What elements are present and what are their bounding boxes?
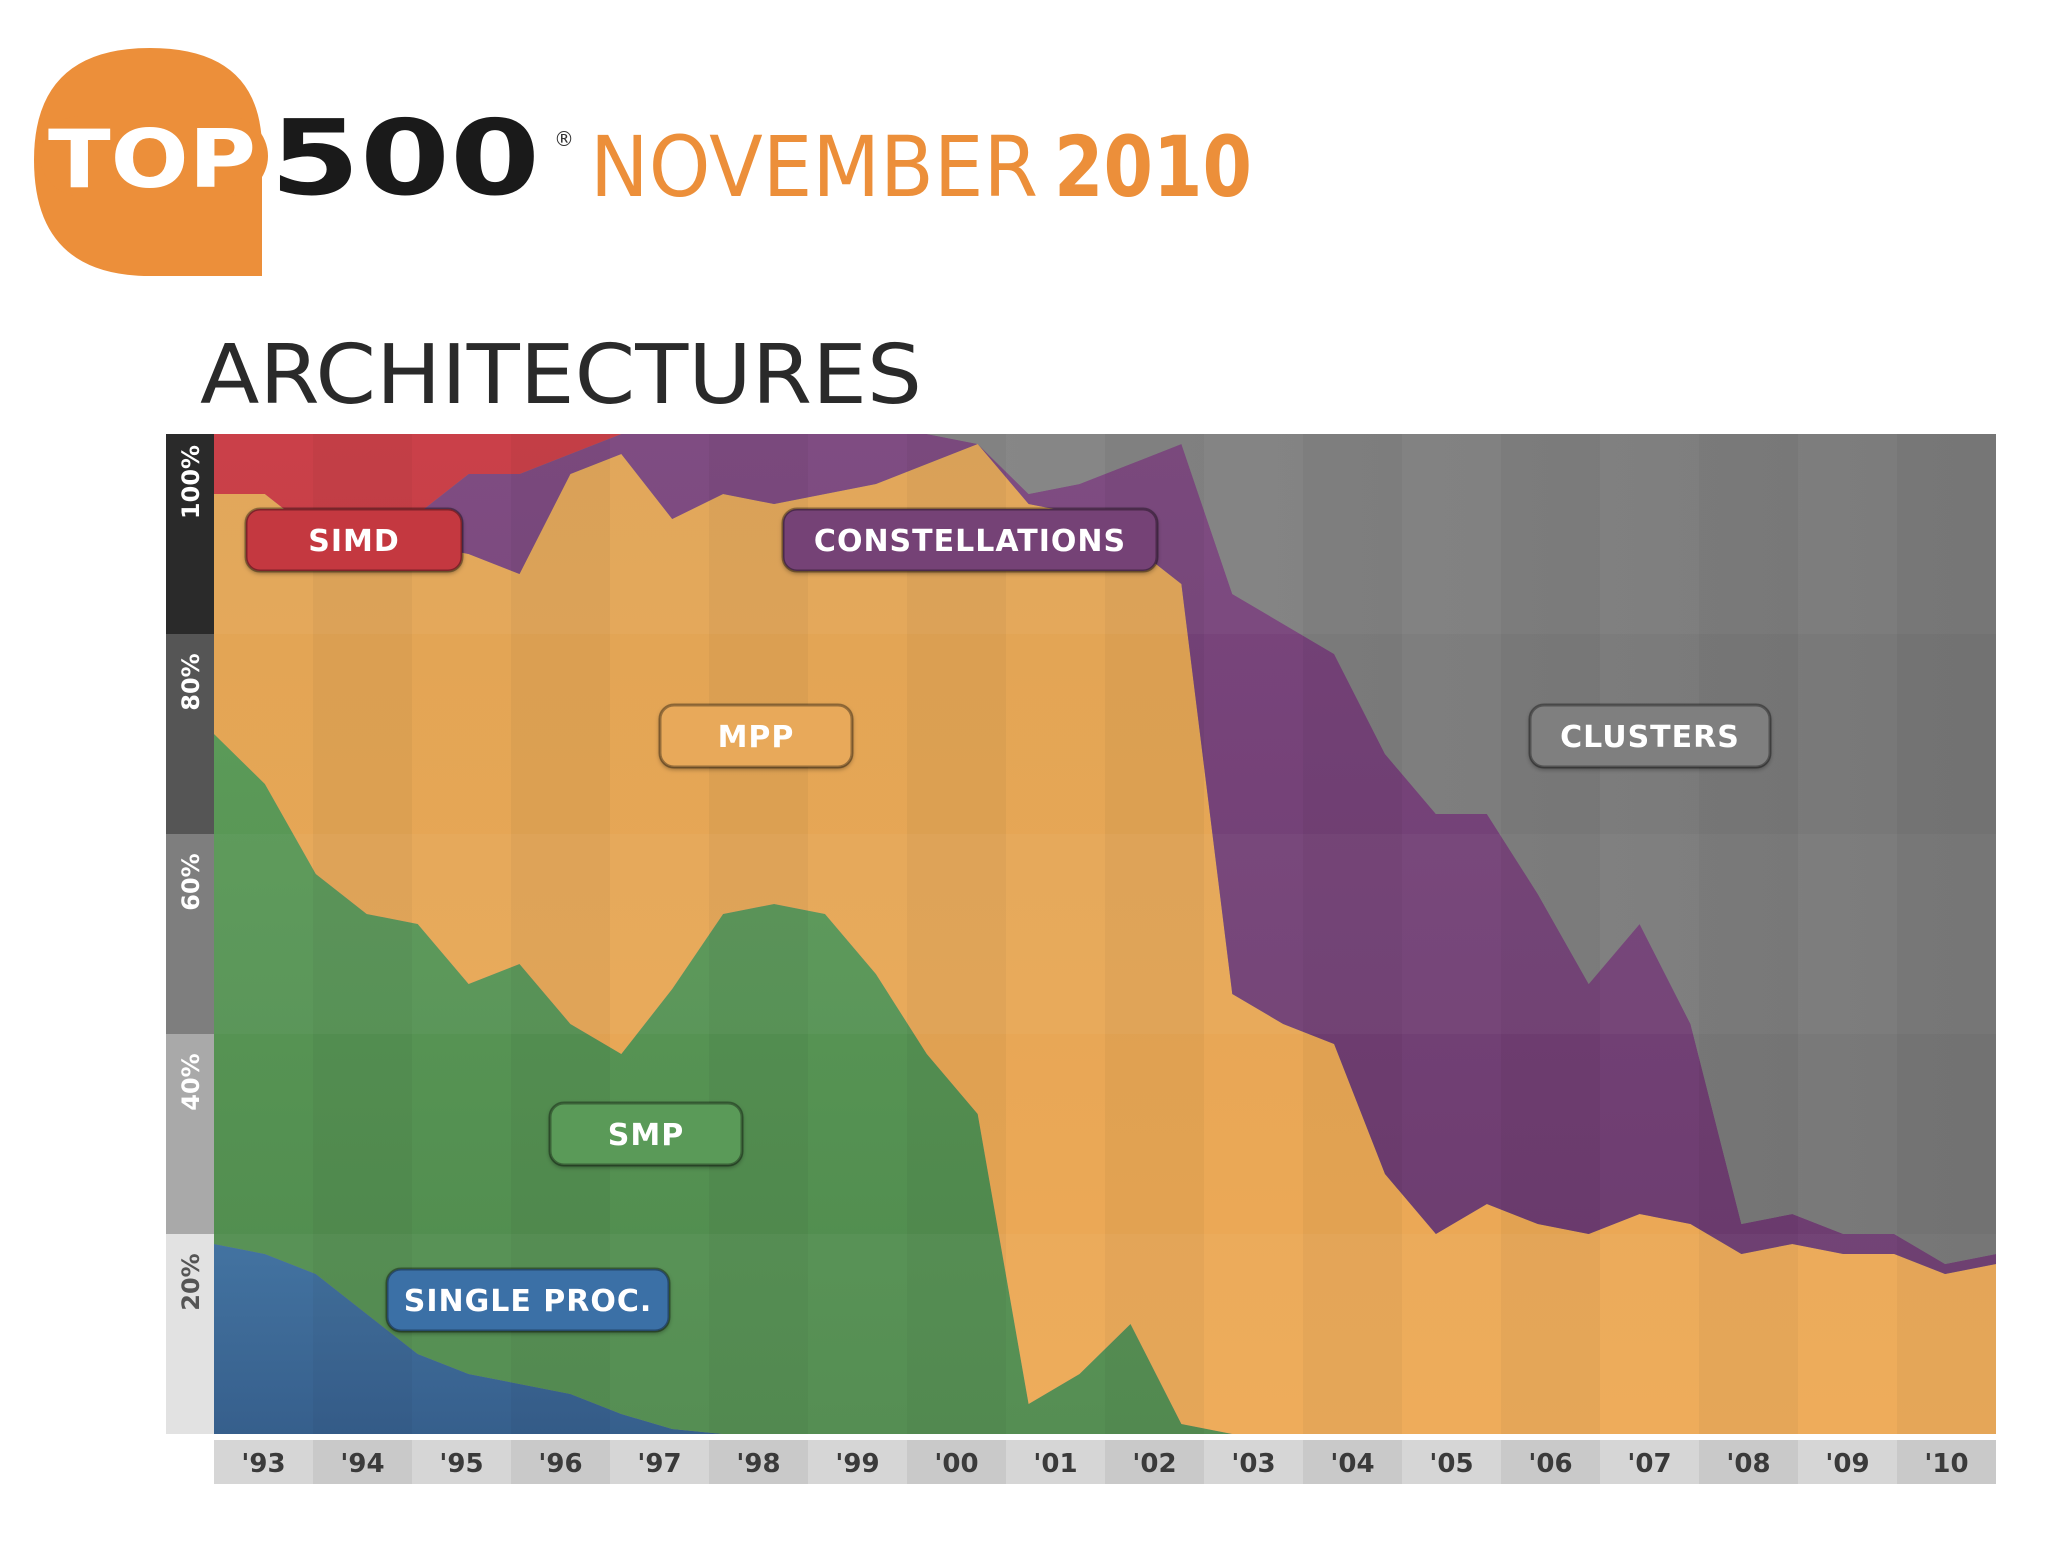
x-tick-label: '07 — [1627, 1449, 1671, 1479]
x-tick-label: '09 — [1825, 1449, 1869, 1479]
x-axis-cell — [1699, 1440, 1798, 1484]
x-axis: '93 '94 '95 '96 '97 '98 '99 '00 '01 '02 '03 '04 '05 '… — [214, 1440, 1996, 1484]
label-simd-text: SIMD — [308, 524, 400, 559]
y-axis-band — [166, 834, 214, 1034]
x-tick-label: '98 — [736, 1449, 780, 1479]
x-axis-cell — [709, 1440, 808, 1484]
logo-registered-mark: ® — [554, 127, 574, 151]
y-tick-label: 80% — [177, 653, 205, 710]
logo-top-text: TOP — [48, 113, 256, 206]
x-tick-label: '08 — [1726, 1449, 1770, 1479]
x-tick-label: '93 — [241, 1449, 285, 1479]
y-tick-label: 40% — [177, 1053, 205, 1110]
area-mpp — [214, 444, 1996, 1434]
label-mpp: MPP — [658, 703, 854, 769]
label-smp-text: SMP — [608, 1118, 684, 1153]
label-simd-box — [244, 507, 464, 573]
area-constellations — [214, 434, 1996, 1274]
y-axis-band — [166, 1034, 214, 1234]
label-single-text: SINGLE PROC. — [404, 1284, 653, 1319]
label-mpp-text: MPP — [718, 720, 795, 755]
y-tick-label: 100% — [177, 445, 205, 519]
x-axis-cell — [1105, 1440, 1204, 1484]
y-axis: 20% 40% 60% 80% 100% — [166, 434, 214, 1434]
label-smp-box — [548, 1101, 744, 1167]
x-axis-cell — [907, 1440, 1006, 1484]
x-tick-label: '10 — [1924, 1449, 1968, 1479]
row-band — [214, 1234, 1996, 1434]
x-tick-label: '97 — [637, 1449, 681, 1479]
area-smp — [214, 734, 1996, 1434]
x-tick-label: '95 — [439, 1449, 483, 1479]
chart-title: ARCHITECTURES — [200, 328, 922, 423]
label-single-box — [385, 1267, 671, 1333]
x-tick-label: '04 — [1330, 1449, 1374, 1479]
label-constellations-text: CONSTELLATIONS — [814, 524, 1126, 559]
x-tick-label: '94 — [340, 1449, 384, 1479]
label-smp: SMP — [548, 1101, 744, 1167]
x-axis-cell — [1501, 1440, 1600, 1484]
x-axis-cell — [511, 1440, 610, 1484]
x-tick-label: '00 — [934, 1449, 978, 1479]
x-tick-label: '05 — [1429, 1449, 1473, 1479]
x-tick-label: '96 — [538, 1449, 582, 1479]
x-tick-label: '06 — [1528, 1449, 1572, 1479]
top500-logo: TOP 500 ® — [34, 48, 574, 276]
label-single: SINGLE PROC. — [385, 1267, 671, 1333]
y-axis-band — [166, 434, 214, 634]
y-tick-label: 20% — [177, 1253, 205, 1310]
logo-500-text: 500 — [270, 97, 540, 219]
x-axis-cell — [1303, 1440, 1402, 1484]
x-tick-label: '99 — [835, 1449, 879, 1479]
x-tick-label: '01 — [1033, 1449, 1077, 1479]
label-constellations-box — [781, 507, 1159, 573]
label-clusters-text: CLUSTERS — [1560, 720, 1740, 755]
x-tick-label: '03 — [1231, 1449, 1275, 1479]
header-year: 2010 — [1054, 118, 1252, 216]
row-band — [214, 834, 1996, 1034]
label-clusters: CLUSTERS — [1528, 703, 1772, 769]
x-tick-label: '02 — [1132, 1449, 1176, 1479]
y-axis-band — [166, 1234, 214, 1434]
x-axis-cell — [313, 1440, 412, 1484]
x-axis-cell — [1897, 1440, 1996, 1484]
label-clusters-box — [1528, 703, 1772, 769]
area-clusters — [214, 434, 1996, 1264]
label-simd: SIMD — [244, 507, 464, 573]
area-single — [214, 1244, 1996, 1434]
header-month: NOVEMBER — [590, 118, 1038, 216]
logo-cross-bar — [40, 116, 268, 196]
label-constellations: CONSTELLATIONS — [781, 507, 1159, 573]
y-tick-label: 60% — [177, 853, 205, 910]
label-mpp-box — [658, 703, 854, 769]
y-axis-band — [166, 634, 214, 834]
series-labels: SINGLE PROC. SMP MPP CONSTELLATIONS SIMD CLUS… — [244, 507, 1772, 1333]
